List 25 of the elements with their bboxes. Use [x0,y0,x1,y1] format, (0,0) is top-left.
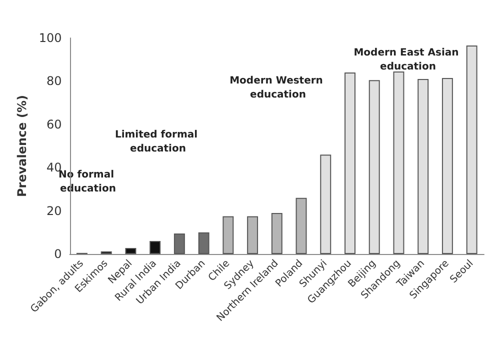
bar [466,46,478,254]
annotation: Modern East Asian education [354,48,462,72]
bar [150,241,161,254]
annotation: No formal education [58,170,118,194]
bar [393,71,404,254]
bar [442,78,453,254]
bar [418,79,429,254]
y-tick-label: 20 [46,204,62,218]
bar [174,233,185,254]
y-tick-label: 60 [46,117,62,132]
bar [344,72,356,254]
y-tick-label: 80 [46,74,62,88]
bar [125,248,136,254]
y-tick-label: 0 [54,247,62,261]
y-axis-title: Prevalence (%) [15,95,29,197]
annotation: Modern Western education [230,76,326,100]
bar [247,216,258,254]
annotation: Limited formal education [114,130,202,154]
bar [222,216,234,254]
bar [271,212,282,254]
bar [320,154,332,254]
bar [198,232,210,254]
bar [368,80,380,254]
y-tick-label: 100 [38,31,62,45]
bar [296,198,307,254]
